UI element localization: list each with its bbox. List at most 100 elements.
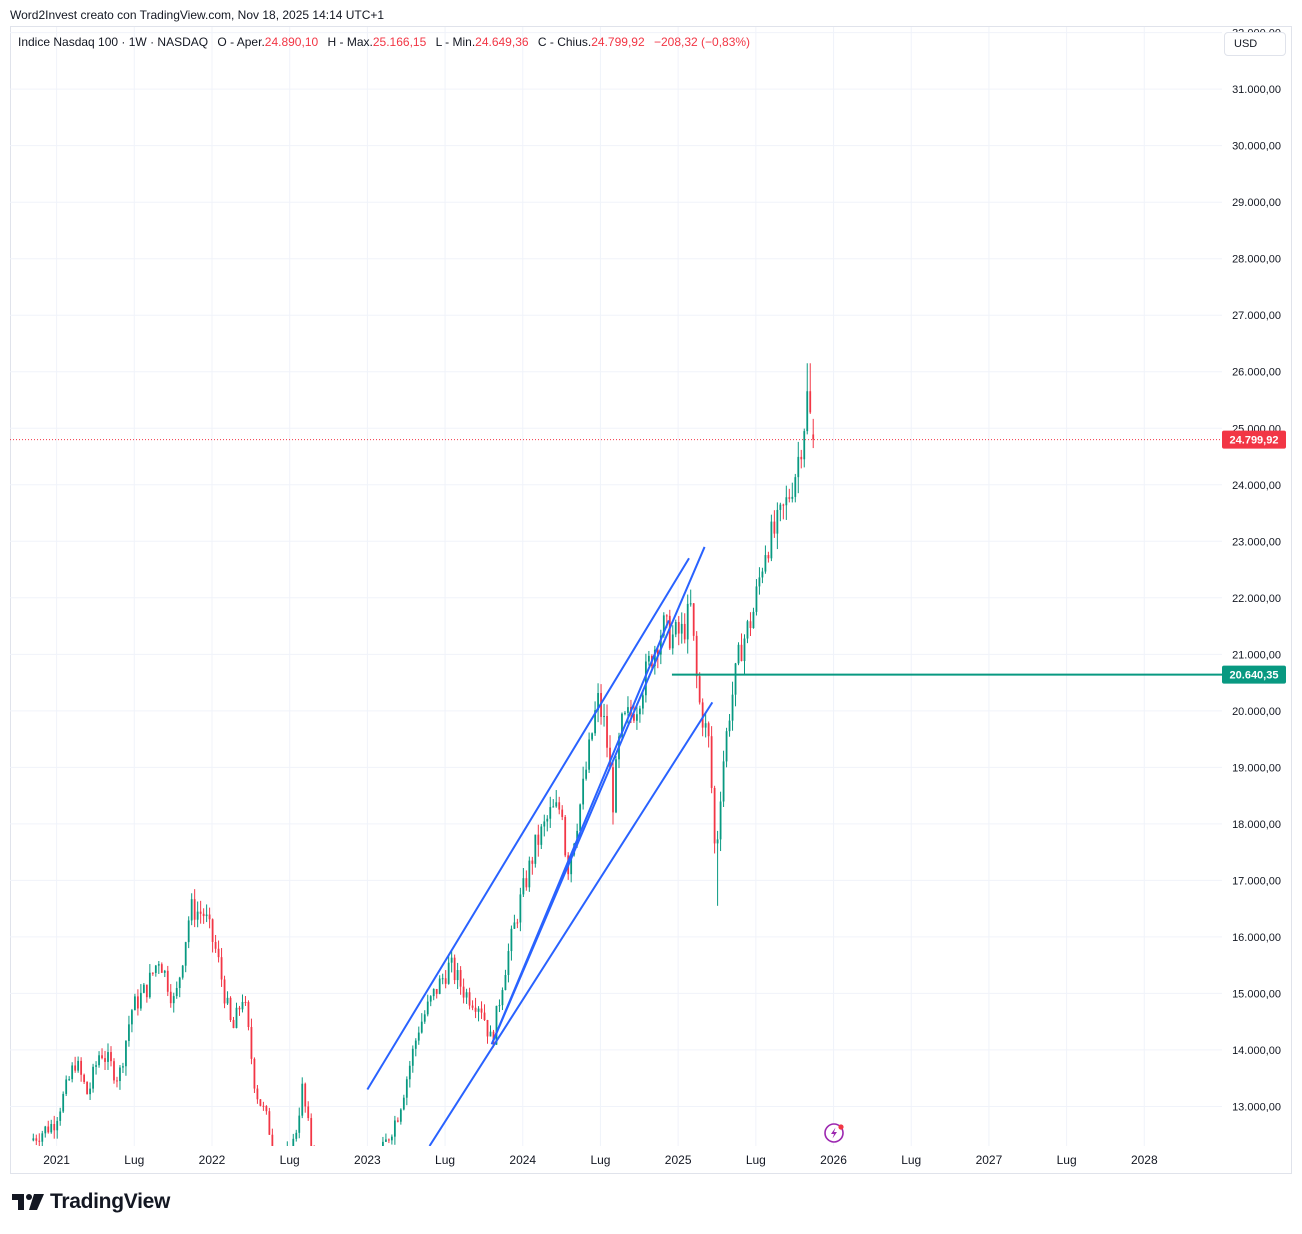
chart-caption: Word2Invest creato con TradingView.com, … (10, 8, 385, 22)
y-tick-label: 21.000,00 (1232, 649, 1281, 661)
candle-body (722, 761, 725, 802)
candle-body (367, 1215, 369, 1220)
candle-body (641, 695, 644, 709)
candle-body (546, 818, 549, 822)
candle-body (405, 1079, 408, 1098)
candle-body (301, 1083, 304, 1116)
candle-body (229, 997, 232, 1021)
candle-body (459, 970, 462, 987)
candle-body (166, 970, 169, 992)
x-tick-label: 2023 (354, 1153, 381, 1167)
candle-body (316, 1168, 318, 1169)
y-tick-label: 27.000,00 (1232, 310, 1281, 322)
x-tick-label: Lug (901, 1153, 921, 1167)
candle-body (44, 1126, 47, 1134)
candle-body (776, 509, 779, 534)
candle-body (328, 1200, 330, 1209)
candle-body (486, 1020, 489, 1037)
tradingview-logo[interactable]: TradingView (12, 1190, 170, 1214)
y-tick-label: 23.000,00 (1232, 536, 1281, 548)
trendline[interactable] (490, 620, 670, 1045)
candle-body (402, 1097, 405, 1110)
symbol-label[interactable]: Indice Nasdaq 100 · 1W · NASDAQ (18, 35, 209, 49)
candle-body (134, 996, 136, 1011)
candle-body (343, 1195, 345, 1198)
candle-body (627, 707, 629, 713)
trendline[interactable] (428, 701, 714, 1146)
candle-body (716, 839, 719, 844)
candle-body (274, 1150, 276, 1166)
candle-body (151, 972, 154, 974)
tradingview-logo-icon (12, 1194, 44, 1210)
candle-body (659, 635, 662, 655)
close-value: 24.799,92 (591, 35, 645, 49)
candle-body (594, 710, 596, 734)
candle-body (271, 1134, 274, 1146)
candle-body (35, 1138, 38, 1141)
drawings (10, 439, 1222, 1146)
candle-body (564, 816, 567, 856)
candle-body (806, 391, 809, 432)
x-tick-label: 2021 (43, 1153, 70, 1167)
open-value: 24.890,10 (264, 35, 319, 49)
candle-body (77, 1060, 80, 1071)
currency-button[interactable]: USD (1224, 32, 1286, 56)
y-tick-label: 20.000,00 (1232, 706, 1281, 718)
candle-body (214, 941, 217, 949)
candle-body (522, 878, 525, 895)
candle-body (163, 970, 166, 973)
candle-body (603, 716, 605, 718)
candle-body (474, 1007, 477, 1012)
candle-body (639, 708, 641, 715)
candle-body (755, 586, 758, 612)
candle-body (761, 571, 764, 578)
candle-body (701, 702, 704, 728)
candle-body (477, 1008, 480, 1012)
x-tick-label: Lug (590, 1153, 610, 1167)
candle-body (489, 1031, 492, 1037)
candle-body (399, 1109, 402, 1122)
candle-body (462, 986, 465, 998)
candle-body (552, 806, 555, 808)
candle-body (68, 1079, 71, 1081)
candle-body (782, 504, 785, 506)
candle-body (746, 621, 749, 639)
candle-body (217, 948, 220, 958)
candle-body (361, 1220, 363, 1226)
y-tick-label: 24.000,00 (1232, 480, 1281, 492)
candle-body (319, 1168, 321, 1181)
candle-body (235, 1007, 238, 1029)
candle-body (647, 655, 650, 662)
candle-body (107, 1052, 109, 1062)
candle-body (193, 899, 196, 920)
candle-body (322, 1181, 324, 1200)
candle-body (528, 860, 531, 888)
x-tick-label: Lug (746, 1153, 766, 1167)
candle-body (238, 1007, 241, 1010)
candle-body (119, 1067, 121, 1082)
candle-body (262, 1105, 265, 1107)
candle-body (50, 1123, 53, 1133)
x-tick-label: 2026 (820, 1153, 847, 1167)
candle-body (519, 894, 522, 923)
candle-body (570, 854, 573, 875)
candle-body (537, 834, 540, 845)
candle-body (226, 997, 229, 1004)
chart-frame[interactable] (10, 26, 1292, 1174)
grid (10, 27, 1222, 1146)
high-value: 25.166,15 (372, 35, 427, 49)
candle-body (624, 712, 626, 714)
candle-body (62, 1093, 65, 1112)
candle-body (139, 992, 142, 1009)
candle-body (674, 622, 677, 635)
y-tick-label: 15.000,00 (1232, 988, 1281, 1000)
last-price-badge-text: 24.799,92 (1230, 435, 1279, 447)
candle-body (125, 1040, 127, 1067)
trendline[interactable] (366, 557, 690, 1091)
candle-body (465, 992, 468, 998)
candle-body (104, 1058, 106, 1062)
candle-body (621, 713, 623, 737)
lightning-icon[interactable] (824, 1123, 844, 1143)
candle-body (671, 634, 674, 649)
